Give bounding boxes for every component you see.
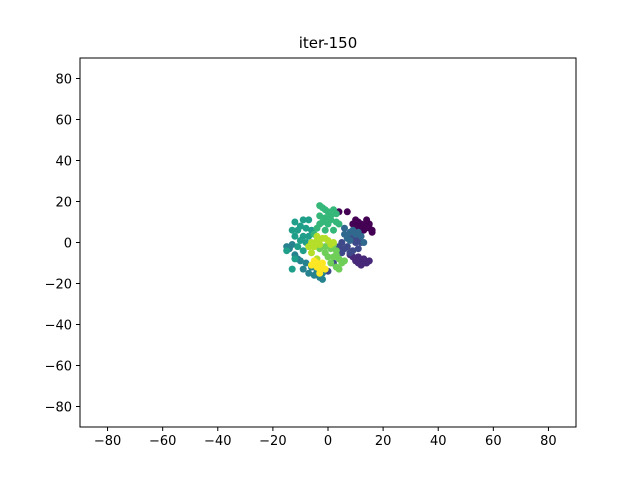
scatter-point (319, 275, 326, 283)
scatter-point (316, 269, 324, 277)
x-axis: −80 −60 −40 −20 0 20 40 60 80 (94, 427, 557, 449)
scatter-point (294, 226, 302, 234)
scatter-point (291, 255, 299, 263)
y-tick-label: 0 (64, 237, 72, 252)
scatter-point (302, 259, 310, 267)
scatter-point (321, 226, 329, 234)
scatter-point (341, 224, 348, 232)
scatter-point (283, 247, 291, 255)
scatter-point (330, 239, 337, 246)
scatter-point (357, 232, 365, 240)
scatter-point (346, 249, 354, 257)
scatter-point (299, 216, 307, 224)
scatter-point (288, 226, 296, 234)
points-layer (283, 202, 376, 283)
scatter-point (365, 220, 373, 228)
scatter-point (316, 212, 324, 220)
y-tick-label: 80 (55, 73, 72, 88)
scatter-point (352, 216, 360, 224)
scatter-point (316, 241, 324, 248)
y-tick-label: 40 (55, 155, 72, 170)
scatter-point (291, 218, 299, 226)
scatter-point (302, 224, 310, 232)
scatter-point (308, 261, 315, 269)
chart-title: iter-150 (299, 34, 358, 52)
x-tick-label: 0 (324, 434, 332, 449)
scatter-point (288, 241, 296, 248)
y-tick-label: −80 (45, 401, 72, 416)
scatter-point (360, 222, 368, 230)
scatter-point (319, 259, 326, 267)
scatter-point (368, 226, 376, 234)
scatter-point (299, 247, 307, 255)
scatter-point (308, 249, 315, 257)
scatter-point (310, 243, 318, 251)
scatter-point (321, 249, 329, 257)
scatter-point (343, 208, 351, 216)
scatter-point (296, 237, 304, 244)
scatter-point (360, 259, 368, 267)
scatter-point (321, 234, 329, 242)
y-axis: −80 −60 −40 −20 0 20 40 60 80 (45, 73, 80, 416)
x-tick-label: 60 (485, 434, 502, 449)
scatter-point (305, 216, 313, 224)
scatter-point (349, 226, 357, 234)
x-tick-label: −80 (94, 434, 121, 449)
scatter-point (321, 265, 329, 273)
x-tick-label: 40 (430, 434, 447, 449)
scatter-point (332, 210, 340, 218)
scatter-point (341, 230, 348, 238)
scatter-point (321, 243, 329, 251)
scatter-point (294, 243, 302, 251)
scatter-point (346, 237, 354, 244)
scatter-point (338, 249, 346, 257)
y-tick-label: −60 (45, 360, 72, 375)
scatter-point (324, 220, 332, 228)
scatter-point (291, 232, 299, 240)
scatter-point (305, 269, 313, 277)
x-tick-label: −40 (204, 434, 231, 449)
scatter-point (354, 245, 362, 253)
y-tick-label: −20 (45, 278, 72, 293)
x-tick-label: 20 (375, 434, 392, 449)
scatter-point (313, 259, 321, 267)
scatter-point (335, 265, 343, 273)
scatter-point (288, 265, 296, 273)
scatter-point (327, 259, 335, 267)
scatter-point (332, 251, 340, 259)
scatter-point (305, 243, 313, 251)
scatter-point (341, 257, 348, 265)
scatter-point (313, 224, 321, 232)
y-tick-label: 20 (55, 196, 72, 211)
scatter-point (305, 232, 313, 240)
x-tick-label: −60 (149, 434, 176, 449)
scatter-point (365, 257, 373, 265)
x-tick-label: 80 (540, 434, 557, 449)
scatter-point (352, 257, 360, 265)
scatter-point (330, 226, 337, 234)
x-tick-label: −20 (259, 434, 286, 449)
scatter-point (360, 239, 368, 246)
y-tick-label: 60 (55, 114, 72, 129)
scatter-point (299, 265, 307, 273)
scatter-point (313, 232, 321, 240)
y-tick-label: −40 (45, 319, 72, 334)
scatter-point (335, 220, 343, 228)
